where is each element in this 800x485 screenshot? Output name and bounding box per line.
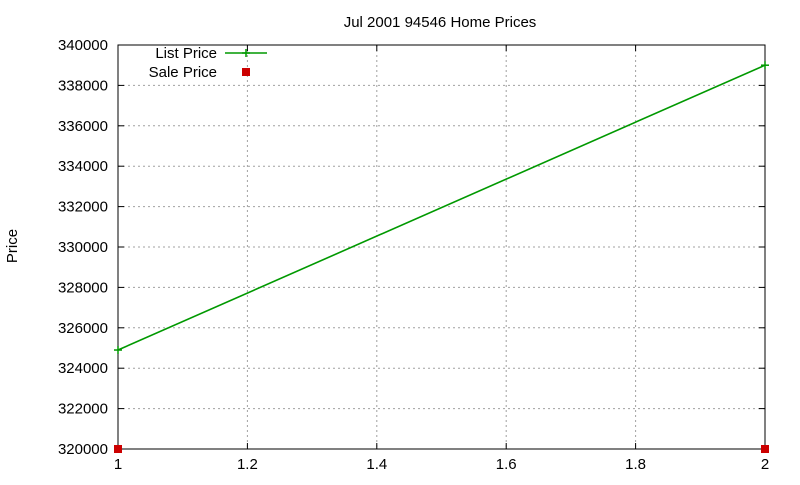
- y-tick-label: 338000: [58, 77, 108, 94]
- data-point-list-price: [761, 61, 769, 70]
- data-point-sale-price: [761, 445, 769, 453]
- legend-label: List Price: [155, 45, 217, 62]
- legend-item: Sale Price: [149, 64, 250, 81]
- y-tick-label: 324000: [58, 360, 108, 377]
- x-tick-label: 1.6: [496, 456, 517, 473]
- data-point-sale-price: [114, 445, 122, 453]
- chart-title: Jul 2001 94546 Home Prices: [344, 14, 537, 31]
- plot-border: [117, 44, 766, 450]
- y-tick-label: 326000: [58, 320, 108, 337]
- legend-item: List Price: [155, 45, 267, 62]
- y-tick-label: 320000: [58, 441, 108, 458]
- y-axis-label: Price: [4, 229, 21, 263]
- y-tick-label: 340000: [58, 37, 108, 54]
- legend-marker: [242, 49, 250, 57]
- y-tick-label: 332000: [58, 199, 108, 216]
- x-tick-label: 1.4: [366, 456, 387, 473]
- y-tick-label: 336000: [58, 118, 108, 135]
- data-point-list-price: [114, 346, 122, 355]
- x-tick-label: 1.8: [625, 456, 646, 473]
- y-tick-label: 322000: [58, 401, 108, 418]
- x-tick-label: 1: [114, 456, 122, 473]
- y-tick-label: 328000: [58, 279, 108, 296]
- legend-marker: [242, 68, 250, 76]
- y-tick-label: 334000: [58, 158, 108, 175]
- x-tick-label: 2: [761, 456, 769, 473]
- series-line-list-price: [117, 64, 766, 351]
- y-tick-label: 330000: [58, 239, 108, 256]
- legend-label: Sale Price: [149, 64, 217, 81]
- x-tick-label: 1.2: [237, 456, 258, 473]
- grid-layer: [118, 45, 765, 449]
- legend: List Price Sale Price: [149, 45, 267, 81]
- axis-layer: 1 1.2 1.4 1.6 1.8 2 320000 322000 324000 326000 32…: [58, 37, 769, 473]
- series-layer: [114, 61, 769, 453]
